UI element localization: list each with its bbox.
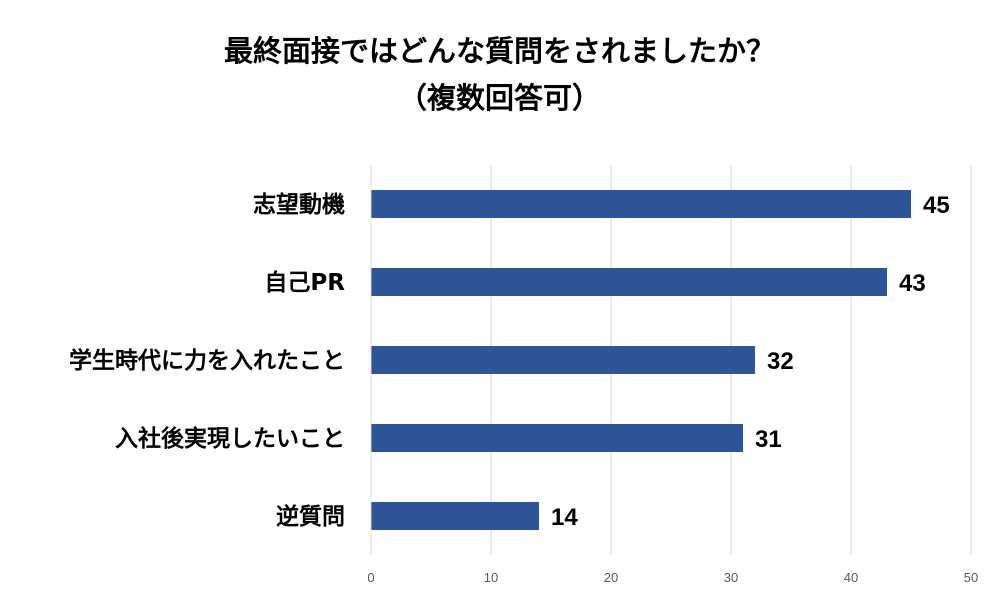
x-tick-label: 30 <box>724 570 738 585</box>
x-tick-label: 40 <box>844 570 858 585</box>
x-tick-label: 50 <box>964 570 978 585</box>
bar <box>371 190 911 218</box>
x-tick-label: 0 <box>367 570 374 585</box>
category-label: 志望動機 <box>253 192 345 218</box>
data-label: 14 <box>551 504 578 531</box>
data-label: 45 <box>923 192 950 219</box>
data-label: 31 <box>755 426 782 453</box>
x-tick-label: 10 <box>484 570 498 585</box>
data-label: 32 <box>767 348 794 375</box>
category-label: 学生時代に力を入れたこと <box>69 347 345 374</box>
category-label: 自己PR <box>264 269 345 296</box>
category-label: 入社後実現したいこと <box>115 425 345 452</box>
bar <box>371 268 887 296</box>
bar <box>371 424 743 452</box>
category-label: 逆質問 <box>276 503 345 530</box>
x-tick-label: 20 <box>604 570 618 585</box>
bar <box>371 502 539 530</box>
chart-title-line-2: （複数回答可） <box>397 81 601 115</box>
chart-title-line-1: 最終面接ではどんな質問をされましたか？ <box>223 34 775 68</box>
data-label: 43 <box>899 270 926 297</box>
bar <box>371 346 755 374</box>
